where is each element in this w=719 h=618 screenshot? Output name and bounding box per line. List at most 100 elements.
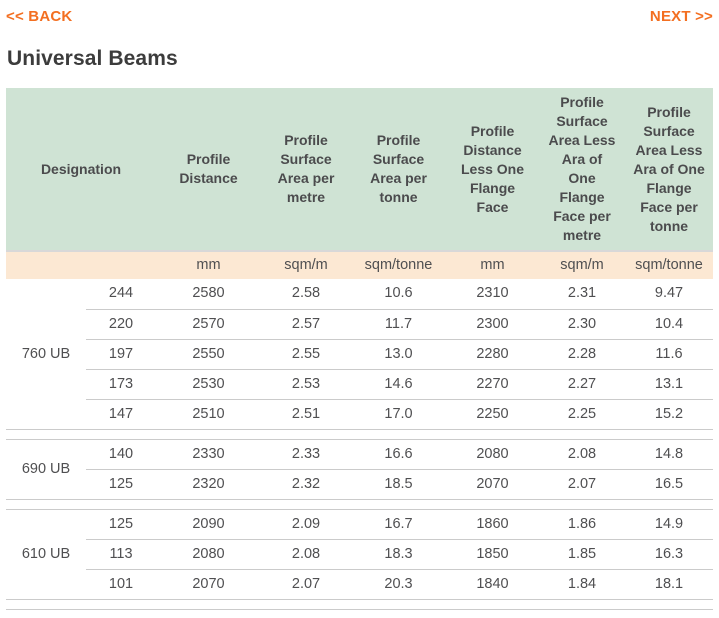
value-cell: 2.58 bbox=[261, 279, 351, 310]
value-cell: 2580 bbox=[156, 279, 261, 310]
table-header-cell: Profile Surface Area Less Ara of One Fla… bbox=[539, 88, 625, 251]
value-cell: 2070 bbox=[476, 475, 509, 492]
table-header-cell: Profile Surface Area per metre bbox=[261, 88, 351, 251]
value-cell: 13.1 bbox=[625, 369, 713, 400]
value-cell: 2300 bbox=[446, 309, 539, 340]
value-cell: 11.7 bbox=[351, 309, 446, 340]
size-cell: 140 bbox=[86, 439, 156, 470]
unit-cell: mm bbox=[156, 250, 261, 279]
value-cell: 2.07 bbox=[291, 575, 321, 592]
value-cell: 2330 bbox=[156, 439, 261, 470]
beam-group: 690 UB 140 2330 2.33 16.6 2080 2.08 14.8 125 2320… bbox=[6, 439, 713, 499]
spacer-row bbox=[6, 598, 713, 610]
value-cell: 1.84 bbox=[567, 575, 597, 592]
value-cell: 2.28 bbox=[539, 339, 625, 370]
value-cell: 2.32 bbox=[291, 475, 321, 492]
value-cell: 2310 bbox=[446, 279, 539, 310]
value-cell: 2070 bbox=[192, 575, 225, 592]
next-link[interactable]: NEXT >> bbox=[649, 7, 713, 25]
table-row: 147 2510 2.51 17.0 2250 2.25 15.2 bbox=[6, 399, 713, 429]
value-cell: 2550 bbox=[156, 339, 261, 370]
page-title: Universal Beams bbox=[7, 47, 178, 70]
table-head: Designation Profile Distance Profile Surfa… bbox=[6, 88, 713, 279]
value-cell: 16.5 bbox=[654, 475, 684, 492]
unit-cell: sqm/tonne bbox=[351, 250, 446, 279]
value-cell: 14.8 bbox=[625, 439, 713, 470]
spacer-row bbox=[6, 428, 713, 440]
size-cell: 101 bbox=[108, 575, 134, 592]
designation-cell: 690 UB bbox=[21, 461, 71, 477]
table-row: 113 2080 2.08 18.3 1850 1.85 16.3 bbox=[6, 539, 713, 570]
value-cell: 2530 bbox=[156, 369, 261, 400]
value-cell: 10.6 bbox=[351, 279, 446, 310]
value-cell: 14.9 bbox=[625, 509, 713, 540]
value-cell: 10.4 bbox=[625, 309, 713, 340]
value-cell: 18.3 bbox=[351, 539, 446, 570]
table-units-row: mm sqm/m sqm/tonne mm sqm/m sqm/tonne bbox=[6, 250, 713, 279]
value-cell: 2080 bbox=[446, 439, 539, 470]
spacer-cell bbox=[6, 598, 713, 610]
value-cell: 9.47 bbox=[625, 279, 713, 310]
value-cell: 18.5 bbox=[384, 475, 413, 492]
spacer-cell bbox=[6, 498, 713, 510]
size-cell: 113 bbox=[86, 539, 156, 570]
size-cell: 220 bbox=[86, 309, 156, 340]
table-row: 125 2320 2.32 18.5 2070 2.07 16.5 bbox=[6, 469, 713, 499]
unit-cell: sqm/m bbox=[261, 250, 351, 279]
back-link[interactable]: << BACK bbox=[6, 7, 73, 25]
value-cell: 14.6 bbox=[351, 369, 446, 400]
size-cell: 197 bbox=[86, 339, 156, 370]
value-cell: 1850 bbox=[446, 539, 539, 570]
table-row: 173 2530 2.53 14.6 2270 2.27 13.1 bbox=[6, 369, 713, 400]
group-spacer bbox=[6, 498, 713, 510]
size-cell: 147 bbox=[108, 405, 134, 422]
table-row: 220 2570 2.57 11.7 2300 2.30 10.4 bbox=[6, 309, 713, 340]
value-cell: 2.33 bbox=[261, 439, 351, 470]
beam-group: 760 UB 244 2580 2.58 10.6 2310 2.31 9.47 220 2570… bbox=[6, 279, 713, 429]
value-cell: 16.7 bbox=[351, 509, 446, 540]
value-cell: 2.27 bbox=[539, 369, 625, 400]
value-cell: 20.3 bbox=[384, 575, 413, 592]
value-cell: 2.09 bbox=[261, 509, 351, 540]
table-row: 610 UB 125 2090 2.09 16.7 1860 1.86 14.9 bbox=[6, 509, 713, 562]
size-cell: 244 bbox=[86, 279, 156, 310]
value-cell: 2570 bbox=[156, 309, 261, 340]
group-spacer bbox=[6, 598, 713, 610]
value-cell: 2090 bbox=[156, 509, 261, 540]
designation-cell: 760 UB bbox=[21, 345, 71, 362]
table-header-cell: Profile Surface Area per tonne bbox=[351, 88, 446, 251]
value-cell: 2080 bbox=[156, 539, 261, 570]
value-cell: 15.2 bbox=[654, 405, 684, 422]
value-cell: 2280 bbox=[446, 339, 539, 370]
universal-beams-table: Designation Profile Distance Profile Surfa… bbox=[6, 88, 713, 610]
table-row: 101 2070 2.07 20.3 1840 1.84 18.1 bbox=[6, 569, 713, 599]
units-blank-cell bbox=[6, 250, 156, 279]
spacer-cell bbox=[6, 428, 713, 440]
value-cell: 1860 bbox=[446, 509, 539, 540]
value-cell: 11.6 bbox=[625, 339, 713, 370]
value-cell: 2.53 bbox=[261, 369, 351, 400]
value-cell: 2.30 bbox=[539, 309, 625, 340]
value-cell: 2.07 bbox=[567, 475, 597, 492]
designation-cell: 610 UB bbox=[21, 546, 71, 562]
table-row: 197 2550 2.55 13.0 2280 2.28 11.6 bbox=[6, 339, 713, 370]
value-cell: 2.55 bbox=[261, 339, 351, 370]
value-cell: 17.0 bbox=[384, 405, 413, 422]
unit-cell: sqm/tonne bbox=[625, 250, 713, 279]
value-cell: 1.86 bbox=[539, 509, 625, 540]
top-nav: << BACK NEXT >> bbox=[6, 7, 713, 25]
value-cell: 2.08 bbox=[539, 439, 625, 470]
value-cell: 1.85 bbox=[539, 539, 625, 570]
value-cell: 2250 bbox=[476, 405, 509, 422]
table-header-row: Designation Profile Distance Profile Surfa… bbox=[6, 88, 713, 251]
value-cell: 2.57 bbox=[261, 309, 351, 340]
value-cell: 2510 bbox=[192, 405, 225, 422]
size-cell: 125 bbox=[108, 475, 134, 492]
size-cell: 173 bbox=[86, 369, 156, 400]
table-header-cell: Designation bbox=[6, 88, 156, 251]
unit-cell: sqm/m bbox=[539, 250, 625, 279]
value-cell: 2.51 bbox=[291, 405, 321, 422]
spacer-row bbox=[6, 498, 713, 510]
value-cell: 13.0 bbox=[351, 339, 446, 370]
size-cell: 125 bbox=[86, 509, 156, 540]
